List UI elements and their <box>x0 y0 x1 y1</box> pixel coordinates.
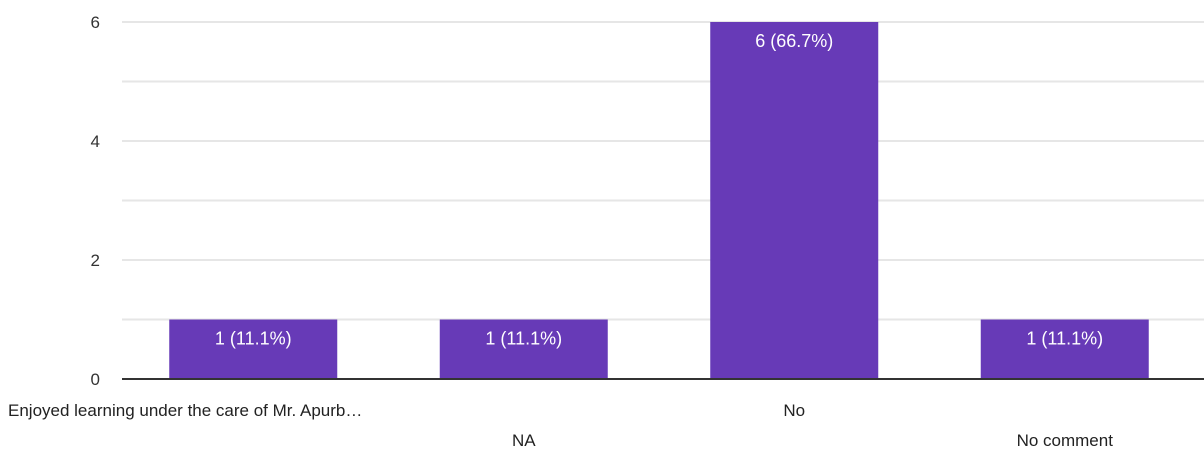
x-category-label: NA <box>512 431 536 450</box>
bar-data-label: 1 (11.1%) <box>1026 329 1103 349</box>
y-tick-label: 6 <box>91 13 100 32</box>
labels: 0 2 4 6 1 (11.1%) 1 (11.1%) 6 (66.7%) 1 (11.1%)… <box>8 13 1113 450</box>
x-category-label: No <box>783 401 805 420</box>
y-tick-label: 4 <box>91 132 100 151</box>
bar-data-label: 6 (66.7%) <box>755 31 833 51</box>
bar <box>710 22 879 379</box>
x-category-label: No comment <box>1017 431 1114 450</box>
bar <box>980 319 1149 379</box>
bar <box>439 319 608 379</box>
bars <box>169 22 1149 379</box>
y-tick-label: 2 <box>91 251 100 270</box>
x-category-label: Enjoyed learning under the care of Mr. A… <box>8 401 362 420</box>
bar-data-label: 1 (11.1%) <box>215 329 292 349</box>
gridlines <box>122 21 1204 321</box>
bar <box>169 319 338 379</box>
y-tick-label: 0 <box>91 370 100 389</box>
bar-data-label: 1 (11.1%) <box>485 329 562 349</box>
